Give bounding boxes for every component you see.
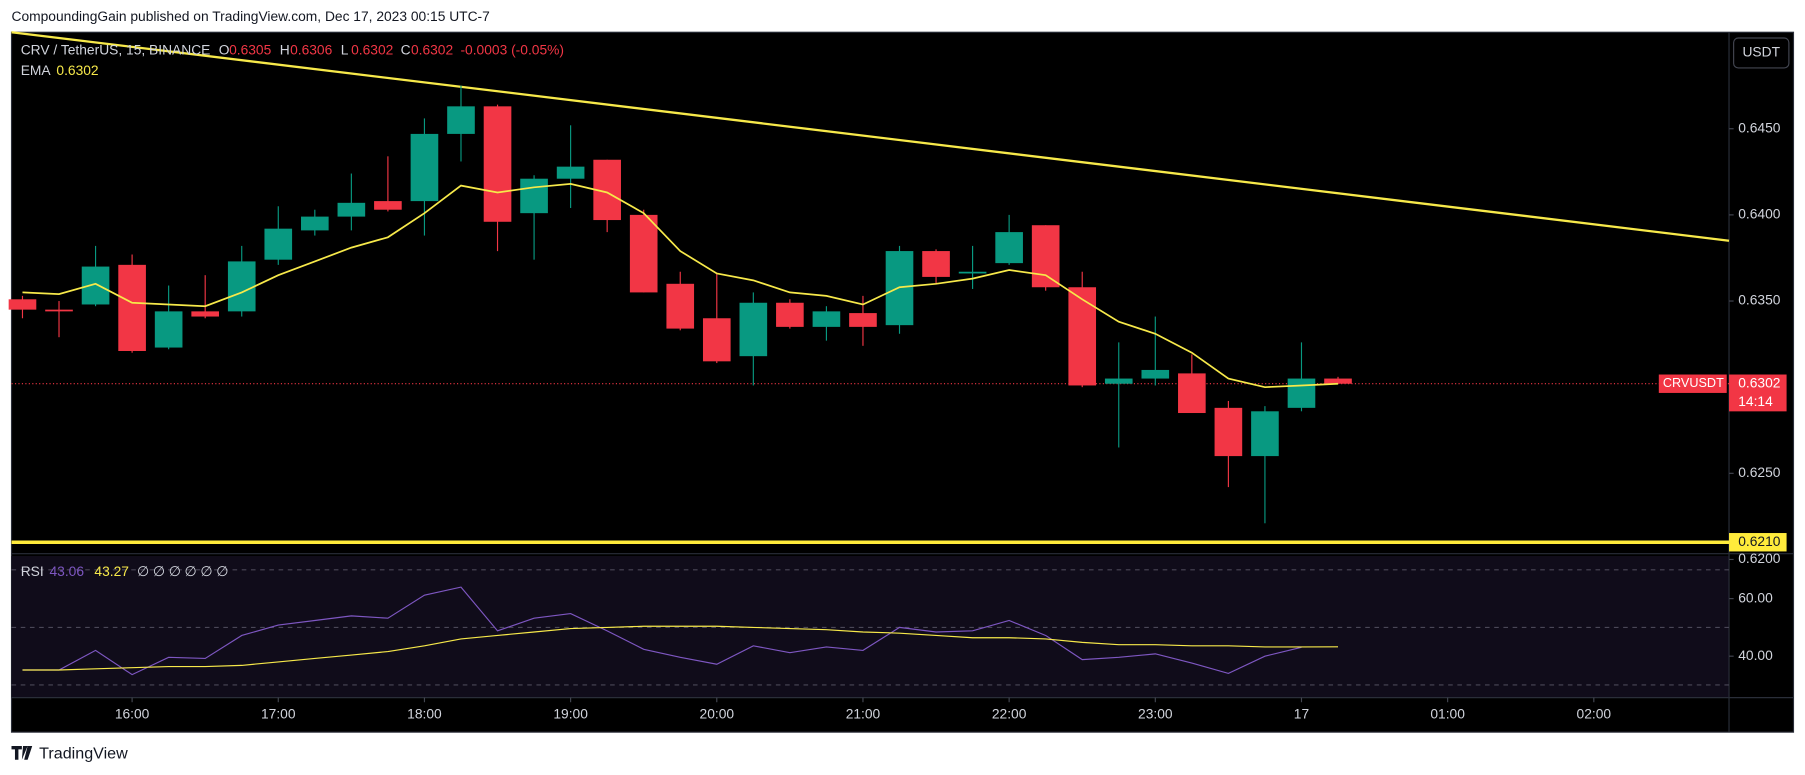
candle-body — [1141, 369, 1170, 379]
hline-tag — [1729, 533, 1787, 552]
x-tick-label: 02:00 — [1577, 706, 1612, 722]
ema-line — [22, 182, 1339, 389]
symbol-tag — [1658, 374, 1727, 393]
candle-body — [702, 318, 731, 362]
candle-body — [8, 299, 37, 310]
rsi-title: RSI — [21, 563, 44, 579]
rsi-y-tick-label: 60.00 — [1738, 589, 1773, 605]
rsi-legend-value: 43.06 — [49, 563, 84, 579]
x-tick-label: 20:00 — [700, 706, 735, 722]
candle-body — [483, 106, 512, 222]
candle-body — [776, 302, 804, 327]
candle-body — [374, 201, 402, 210]
candle-body — [739, 302, 768, 357]
x-tick-label: 22:00 — [992, 706, 1027, 722]
candle-body — [629, 214, 658, 293]
ohlc-value: 0.6302 — [411, 41, 453, 57]
x-tick-label: 18:00 — [407, 706, 442, 722]
currency-button[interactable] — [1733, 37, 1790, 69]
x-tick-label: 17 — [1294, 706, 1309, 722]
candle-body — [45, 309, 73, 312]
logo — [11, 745, 33, 760]
candle-body — [958, 271, 987, 274]
candle-body — [1287, 378, 1316, 408]
candle-body — [1068, 287, 1097, 386]
candle-body — [410, 133, 439, 202]
candle-body — [812, 311, 841, 327]
candle-body — [81, 266, 110, 305]
ohlc-value: 0.6305 — [229, 41, 272, 57]
rsi-ma-legend-value: 43.27 — [94, 563, 129, 579]
ohlc-label: H — [280, 41, 290, 57]
candle-body — [264, 228, 293, 260]
price-tag-label: 0.6302 — [1738, 374, 1780, 390]
candle-body — [447, 106, 475, 134]
ohlc-value: 0.6306 — [290, 41, 333, 57]
y-tick-label: 0.6250 — [1738, 464, 1781, 480]
candle-body — [666, 283, 695, 329]
y-tick-label: 0.6450 — [1738, 119, 1781, 135]
x-tick-label: 21:00 — [846, 706, 881, 722]
currency-label[interactable]: USDT — [1742, 44, 1780, 60]
ohlc-label: C — [401, 41, 411, 57]
ema-legend-value: 0.6302 — [56, 62, 98, 78]
rsi-line — [22, 625, 1339, 671]
ohlc-label: L — [341, 41, 349, 57]
candle-body — [1104, 378, 1133, 384]
hline-tag-label: 0.6210 — [1738, 533, 1781, 549]
rsi-legend-extra: ∅ ∅ ∅ ∅ ∅ ∅ — [137, 563, 228, 579]
candle-body — [1324, 378, 1352, 384]
footer-brand: TradingView — [39, 744, 128, 762]
candle-body — [154, 311, 183, 348]
ohlc-label: O — [219, 41, 230, 57]
x-tick-label: 01:00 — [1430, 706, 1465, 722]
candle-body — [520, 178, 548, 214]
ema-legend: EMA — [21, 62, 52, 78]
candle-body — [849, 313, 877, 327]
symbol-tag-label: CRVUSDT — [1663, 376, 1724, 390]
change-value: -0.0003 (-0.05%) — [460, 41, 564, 57]
x-tick-label: 17:00 — [261, 706, 296, 722]
x-tick-label: 19:00 — [553, 706, 588, 722]
y-tick-label: 0.6400 — [1738, 206, 1781, 222]
candle-body — [191, 311, 220, 317]
chart-title: CRV / TetherUS, 15, BINANCE — [21, 41, 211, 57]
x-tick-label: 23:00 — [1138, 706, 1173, 722]
price-tag — [1729, 374, 1787, 412]
candle-body — [1214, 407, 1243, 457]
y-tick-label: 0.6350 — [1738, 292, 1781, 308]
trend-line — [11, 31, 1730, 242]
candle-body — [1251, 411, 1279, 457]
candle-body — [556, 166, 585, 179]
candle-body — [922, 251, 950, 277]
candle-body — [118, 264, 146, 351]
rsi-y-tick-label: 40.00 — [1738, 647, 1773, 663]
x-tick-label: 16:00 — [115, 706, 150, 722]
candle-body — [301, 216, 329, 231]
candle-body — [1178, 373, 1206, 414]
ohlc-value: 0.6302 — [351, 41, 393, 57]
candle-body — [995, 232, 1023, 264]
candle-body — [337, 202, 366, 217]
y-tick-label: 0.6200 — [1738, 550, 1781, 566]
countdown-label: 14:14 — [1738, 393, 1773, 409]
candle-body — [1031, 225, 1060, 288]
rsi-line — [22, 586, 1302, 676]
publish-header: CompoundingGain published on TradingView… — [12, 8, 490, 24]
candle-body — [227, 261, 256, 312]
